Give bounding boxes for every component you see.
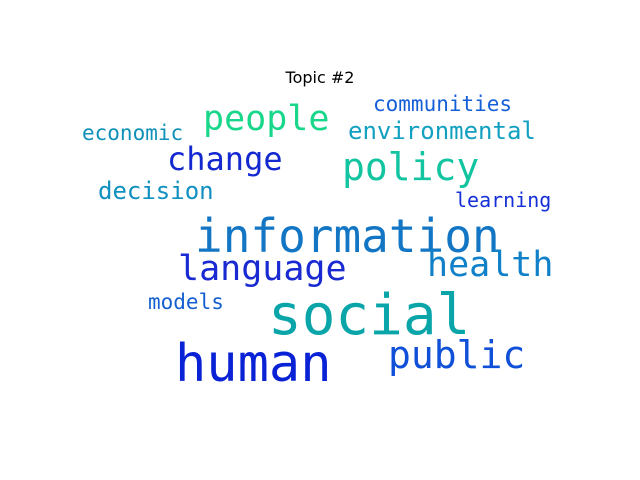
word-human: human (175, 334, 332, 394)
word-change: change (167, 140, 283, 178)
word-economic: economic (82, 121, 184, 145)
word-environmental: environmental (348, 117, 536, 145)
word-communities: communities (373, 92, 513, 116)
word-decision: decision (98, 177, 214, 205)
word-learning: learning (455, 188, 552, 212)
word-information: information (195, 209, 500, 263)
word-language: language (178, 249, 347, 289)
word-social: social (268, 283, 471, 348)
word-models: models (148, 290, 224, 314)
word-policy: policy (342, 145, 480, 189)
chart-title: Topic #2 (285, 68, 355, 87)
word-health: health (427, 245, 554, 285)
word-public: public (388, 333, 526, 377)
word-people: people (203, 99, 330, 139)
